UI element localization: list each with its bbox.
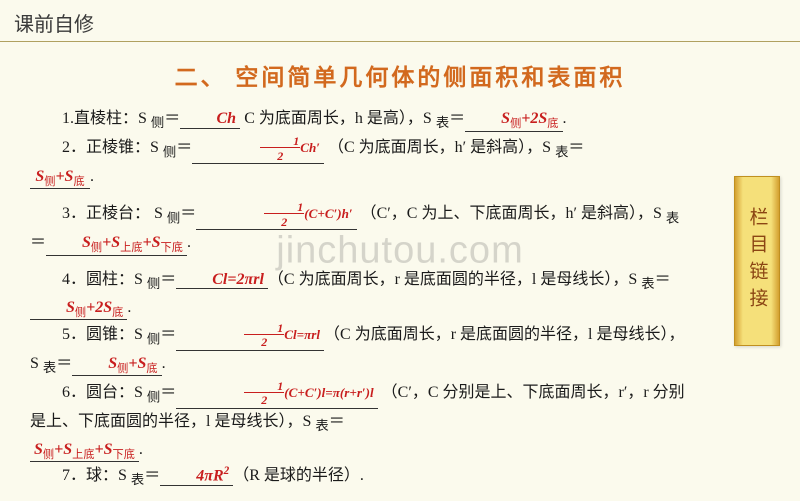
- formula-line: 2．正棱锥：S 侧＝12Ch′ （C 为底面周长，h′ 是斜高），S 表＝: [30, 134, 690, 164]
- formula-line: 6．圆台：S 侧＝12(C+C′)l=π(r+r′)l （C′，C 分别是上、下…: [30, 379, 690, 437]
- answer-blank: S侧+S底: [30, 168, 90, 190]
- page-header: 课前自修: [0, 0, 800, 42]
- answer-blank: Cl=2πrl: [176, 271, 268, 290]
- answer-blank: 4πR2: [160, 465, 233, 486]
- formula-line: 1.直棱柱：S 侧＝Ch C 为底面周长，h 是高），S 表＝S侧+2S底.: [30, 106, 690, 134]
- formula-line-cont: S侧+S上底+S下底.: [30, 437, 690, 463]
- content-area: 1.直棱柱：S 侧＝Ch C 为底面周长，h 是高），S 表＝S侧+2S底.2．…: [0, 106, 720, 492]
- formula-line: 4．圆柱：S 侧＝Cl=2πrl（C 为底面周长，r 是底面圆的半径，l 是母线…: [30, 267, 690, 322]
- formula-line: 3．正棱台： S 侧＝12(C+C′)h′ （C′，C 为上、下底面周长，h′ …: [30, 200, 690, 256]
- answer-blank: S侧+2S底: [465, 110, 562, 132]
- answer-blank: S侧+S上底+S下底: [46, 234, 187, 256]
- answer-blank: S侧+2S底: [30, 299, 127, 321]
- answer-blank: S侧+S底: [72, 355, 161, 377]
- sidebar-link-button[interactable]: 栏目链接: [734, 176, 780, 346]
- answer-blank: S侧+S上底+S下底: [30, 441, 139, 463]
- section-title: 二、 空间简单几何体的侧面积和表面积: [0, 58, 800, 92]
- formula-line-cont: S侧+S底.: [30, 164, 690, 190]
- formula-line: 5．圆锥：S 侧＝12Cl=πrl（C 为底面周长，r 是底面圆的半径，l 是母…: [30, 321, 690, 379]
- formula-line: 7．球：S 表＝4πR2（R 是球的半径）.: [30, 463, 690, 491]
- answer-blank: Ch: [180, 110, 240, 129]
